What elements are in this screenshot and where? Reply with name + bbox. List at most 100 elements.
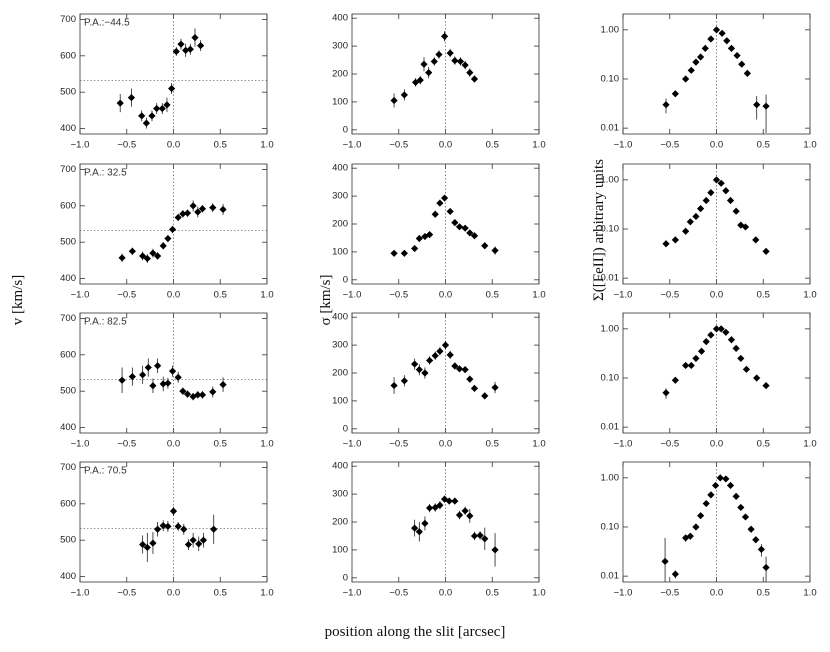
data-point [149,382,157,390]
y-tick-label: 200 [332,517,348,528]
data-point [415,528,423,536]
x-tick-label: 0.0 [710,290,723,301]
y-tick-label: 400 [332,312,348,323]
y-tick-label: 500 [60,386,76,397]
data-point [697,347,706,355]
y-tick-label: 0.01 [601,123,620,134]
y-tick-label: 0.01 [601,422,620,433]
data-point [466,69,474,77]
data-point [662,389,670,397]
data-point [411,360,419,368]
data-point [461,366,469,374]
data-point [717,179,725,187]
data-point [436,501,444,509]
data-point [732,344,740,352]
data-point [431,352,439,360]
data-point [415,366,423,374]
data-point [116,99,124,107]
y-tick-label: 200 [332,69,348,80]
data-point [741,223,750,231]
data-point [148,112,156,120]
data-point [169,507,178,515]
x-tick-label: 0.5 [214,588,227,599]
data-point [186,45,194,53]
data-point [421,369,429,377]
data-point [762,563,770,572]
data-point [702,499,710,508]
data-point [390,96,398,105]
y-tick-label: 100 [332,96,348,107]
data-point [461,224,469,232]
data-point [466,512,474,520]
data-point [177,40,185,48]
data-point [164,522,172,530]
data-point [470,532,479,540]
data-point [491,546,499,554]
data-point [692,58,700,66]
y-tick-label: 1.00 [601,323,620,334]
data-point [717,325,725,333]
data-point [144,363,152,372]
y-tick-label: 100 [332,246,348,257]
x-tick-label: 1.0 [532,290,545,301]
data-point [426,356,434,365]
data-point [199,536,208,544]
x-tick-label: 0.5 [757,140,770,151]
y-tick-label: 400 [332,13,348,24]
data-point [762,247,770,255]
data-point [692,523,700,531]
data-point [692,354,700,363]
data-point [159,522,167,530]
data-point [723,37,731,45]
y-tick-label: 600 [60,349,76,360]
data-point [451,57,459,65]
data-point [455,365,464,373]
data-point [164,379,172,387]
y-tick-label: 400 [60,571,76,582]
data-point [440,194,449,202]
data-point [752,236,760,244]
data-point [415,234,423,243]
data-point [491,246,499,255]
data-point [179,210,187,218]
x-tick-label: −0.5 [389,140,408,151]
data-point [461,507,469,515]
data-point [158,104,166,113]
data-point [435,50,443,59]
data-point [718,29,726,37]
y-tick-label: 300 [332,41,348,52]
y-tick-label: 0.10 [601,74,620,85]
data-point [184,540,193,549]
y-tick-label: 700 [60,14,76,25]
y-tick-label: 200 [332,219,348,230]
data-point [707,35,715,43]
data-point [737,503,745,512]
data-point [128,373,136,381]
data-point [440,32,449,40]
x-tick-label: 1.0 [532,439,545,450]
x-tick-label: 1.0 [803,140,816,151]
data-point [470,75,479,83]
data-point [726,481,735,490]
y-tick-label: 400 [332,163,348,174]
x-tick-label: 1.0 [803,588,816,599]
data-point [470,232,479,240]
data-point [194,391,202,399]
data-point [697,204,705,213]
data-point [163,101,171,109]
data-point [491,383,499,392]
data-point [118,254,126,262]
data-point [436,347,444,355]
data-point [466,229,474,237]
x-tick-label: 0.5 [214,290,227,301]
y-tick-label: 400 [60,422,76,433]
data-point [697,512,705,520]
data-point [426,231,434,239]
data-point [143,254,151,263]
data-point [139,540,147,549]
x-tick-label: −1.0 [71,290,90,301]
x-tick-label: 0.5 [757,439,770,450]
x-tick-label: 0.5 [486,588,499,599]
data-point [686,532,694,540]
